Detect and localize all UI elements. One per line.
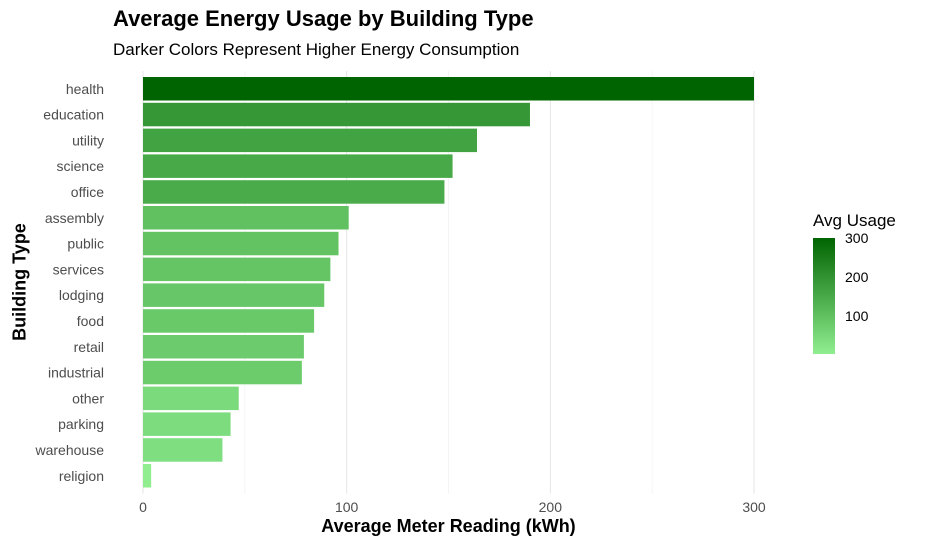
category-label-utility: utility [72,132,104,148]
y-axis-title: Building Type [9,223,30,341]
x-axis-title: Average Meter Reading (kWh) [321,516,576,536]
category-label-assembly: assembly [45,210,104,226]
category-label-other: other [72,390,104,406]
category-label-public: public [67,236,104,252]
legend-tick-label: 200 [845,269,869,286]
category-label-warehouse: warehouse [35,442,105,458]
category-label-religion: religion [59,468,104,484]
category-label-retail: retail [74,339,104,355]
bar-industrial [143,360,302,385]
bar-services [143,257,331,282]
x-tick-label: 200 [539,499,563,515]
bar-health [143,77,754,101]
bar-food [143,309,315,333]
legend-colorbar [813,238,835,354]
bar-parking [143,412,231,436]
bars [143,77,754,488]
bar-utility [143,128,478,153]
chart-title: Average Energy Usage by Building Type [113,6,534,31]
category-label-services: services [53,261,104,277]
bar-other [143,386,239,411]
bar-office [143,180,445,204]
x-tick-label: 100 [335,499,359,515]
bar-warehouse [143,438,223,462]
legend-tick-label: 300 [845,230,869,246]
x-tick-label: 300 [742,499,766,515]
category-label-office: office [71,184,104,200]
bar-public [143,231,339,256]
category-label-parking: parking [58,416,104,432]
category-label-lodging: lodging [59,287,104,303]
bar-assembly [143,206,349,230]
bar-lodging [143,283,325,307]
chart-subtitle: Darker Colors Represent Higher Energy Co… [113,40,520,59]
bar-education [143,102,530,127]
category-label-education: education [43,107,104,123]
bar-retail [143,335,304,359]
bar-religion [143,464,152,488]
category-label-science: science [57,158,105,174]
bar-science [143,154,453,178]
category-label-food: food [77,313,104,329]
legend-title: Avg Usage [813,211,896,230]
category-labels: health education utility science office assem… [35,81,105,484]
category-label-health: health [66,81,104,97]
x-tick-labels: 0 100 200 300 [139,499,766,515]
legend-tick-label: 100 [845,308,869,325]
category-label-industrial: industrial [48,365,104,381]
x-tick-label: 0 [139,499,147,515]
